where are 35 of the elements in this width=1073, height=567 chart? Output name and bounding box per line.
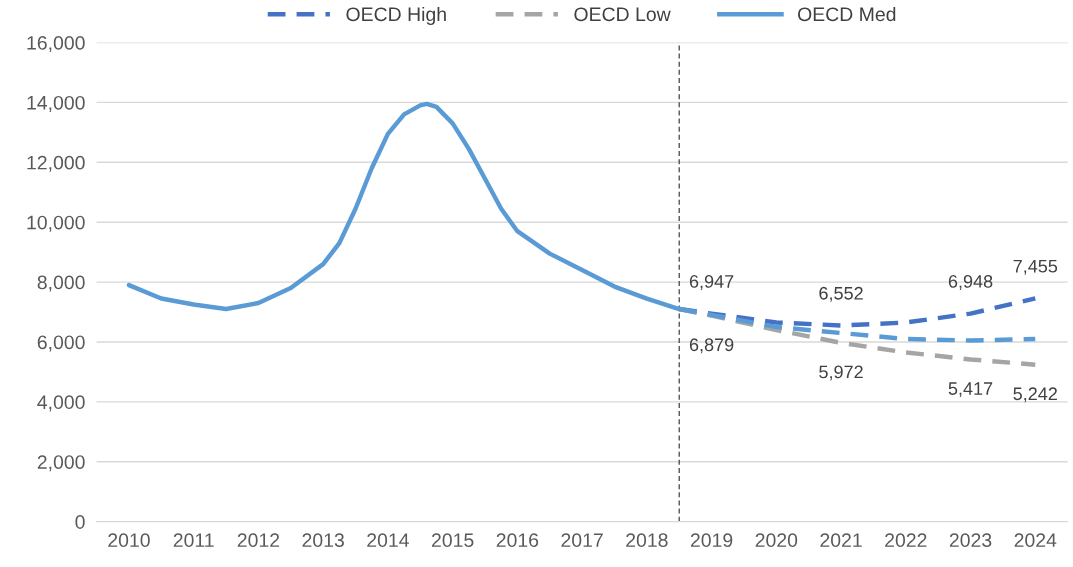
data-label: 6,879 (689, 338, 734, 354)
x-tick-label: 2011 (173, 533, 214, 548)
data-label: 6,552 (819, 286, 863, 302)
x-tick-label: 2023 (949, 533, 992, 548)
x-tick-label: 2019 (690, 533, 733, 548)
x-tick-label: 2024 (1014, 533, 1057, 548)
y-tick-label: 16,000 (27, 35, 85, 53)
data-label: 5,417 (948, 382, 993, 398)
y-tick-label: 6,000 (37, 335, 85, 352)
x-tick-label: 2022 (885, 533, 927, 548)
x-tick-label: 2013 (302, 533, 344, 548)
data-label: 6,948 (948, 275, 993, 290)
x-tick-label: 2020 (755, 533, 798, 548)
data-label: 5,972 (819, 365, 863, 381)
x-tick-label: 2021 (820, 533, 862, 548)
x-tick-label: 2017 (561, 533, 603, 548)
x-tick-label: 2016 (496, 533, 539, 548)
legend-label: OECD High (346, 6, 446, 26)
data-label: 6,947 (689, 275, 734, 290)
y-tick-label: 4,000 (37, 395, 85, 412)
y-tick-label: 12,000 (27, 155, 85, 172)
y-tick-label: 0 (75, 515, 85, 529)
legend-label: OECD Med (798, 6, 896, 22)
x-tick-label: 2018 (626, 533, 668, 548)
x-tick-label: 2010 (108, 533, 150, 548)
y-tick-label: 2,000 (37, 455, 85, 472)
data-label: 5,242 (1013, 387, 1057, 403)
x-tick-label: 2015 (431, 533, 474, 548)
data-label: 7,455 (1013, 260, 1058, 275)
x-tick-label: 2014 (367, 533, 409, 548)
legend-label: OECD Low (574, 7, 671, 22)
y-tick-label: 8,000 (37, 275, 85, 292)
x-tick-label: 2012 (237, 533, 280, 548)
y-tick-label: 10,000 (27, 215, 85, 232)
y-tick-label: 14,000 (27, 95, 85, 112)
